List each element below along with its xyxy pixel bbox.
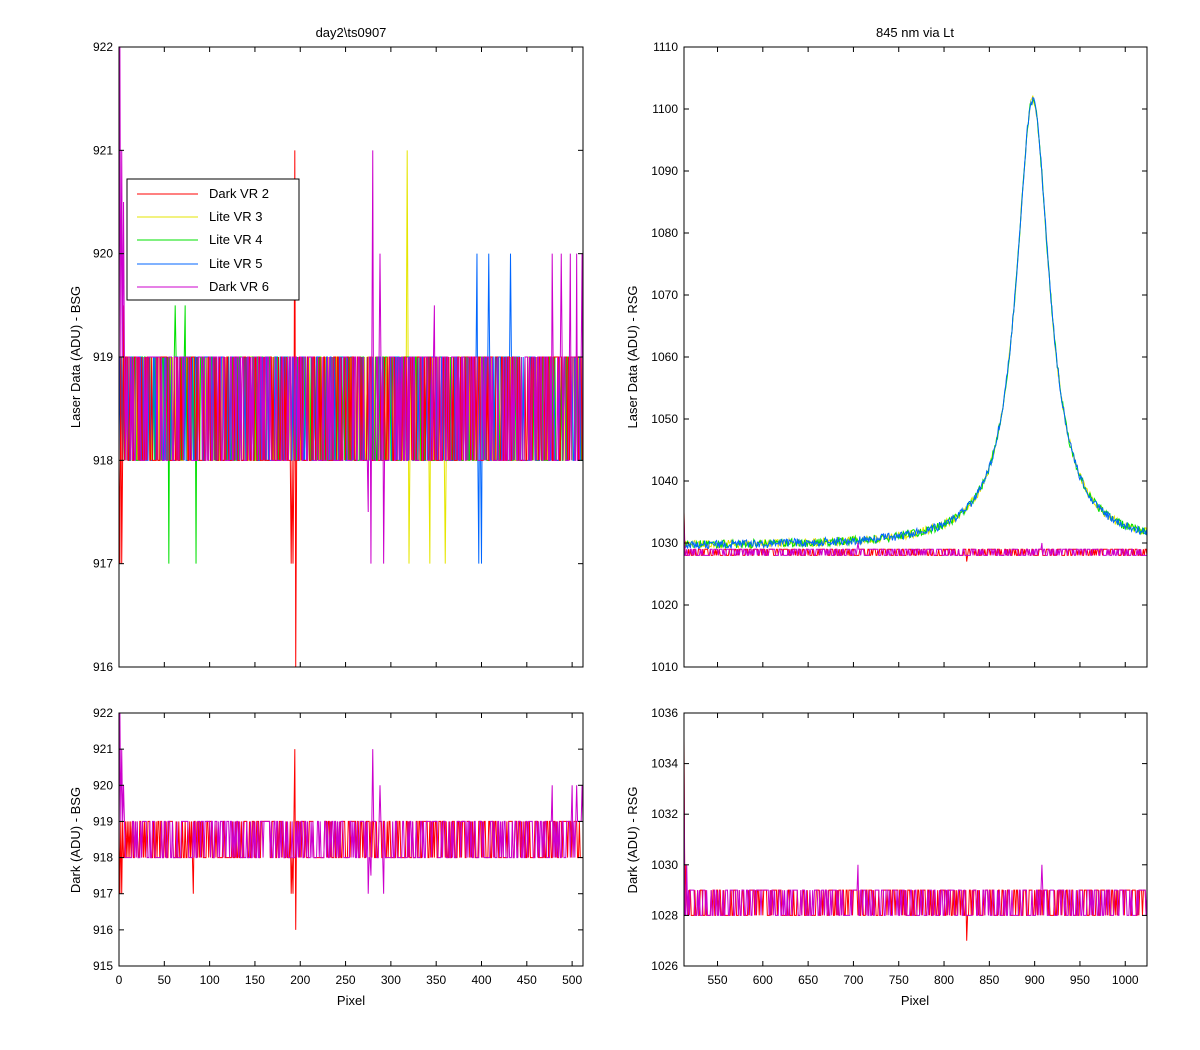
x-tick-label-bottom-right: 550 bbox=[708, 973, 728, 987]
x-tick-label-bottom-left: 100 bbox=[200, 973, 220, 987]
plot-lines-bottom-right bbox=[683, 738, 1148, 941]
y-tick-label-top-right: 1020 bbox=[651, 598, 678, 612]
x-axis-label-bottom-left: Pixel bbox=[337, 993, 365, 1008]
x-tick-label-bottom-left: 250 bbox=[336, 973, 356, 987]
legend-label-dark-vr-2: Dark VR 2 bbox=[209, 186, 269, 201]
x-tick-label-bottom-right: 850 bbox=[979, 973, 999, 987]
chart-title-top-left: day2\ts0907 bbox=[316, 25, 387, 40]
chart-title-top-right: 845 nm via Lt bbox=[876, 25, 954, 40]
y-tick-label-top-right: 1070 bbox=[651, 288, 678, 302]
y-tick-label-bottom-right: 1034 bbox=[651, 757, 678, 771]
y-tick-label-top-left: 921 bbox=[93, 143, 113, 157]
y-tick-label-bottom-left: 920 bbox=[93, 778, 113, 792]
y-tick-label-top-left: 918 bbox=[93, 453, 113, 467]
series-line-lite-vr-5-top-right bbox=[683, 96, 1148, 549]
x-tick-label-bottom-left: 500 bbox=[562, 973, 582, 987]
ticks-bottom-right: 550 600 650 700 750 800 850 900 950 1000 1026 1028 1… bbox=[651, 706, 1147, 987]
y-tick-label-top-right: 1040 bbox=[651, 474, 678, 488]
y-tick-label-bottom-right: 1030 bbox=[651, 858, 678, 872]
ticks-bottom-left: 0 50 100 150 200 250 300 350 400 450 500 915 916 917 9… bbox=[93, 706, 583, 987]
panel-top-right: 1010 1020 1030 1040 1050 1060 1070 1080 1090 1100… bbox=[625, 25, 1148, 674]
y-tick-label-top-left: 922 bbox=[93, 40, 113, 54]
x-tick-label-bottom-right: 600 bbox=[753, 973, 773, 987]
x-tick-label-bottom-left: 200 bbox=[290, 973, 310, 987]
y-tick-label-top-right: 1100 bbox=[652, 102, 678, 116]
y-tick-label-top-right: 1010 bbox=[651, 660, 678, 674]
y-tick-label-bottom-left: 918 bbox=[93, 851, 113, 865]
y-tick-label-top-right: 1030 bbox=[651, 536, 678, 550]
legend-label-lite-vr-3: Lite VR 3 bbox=[209, 209, 262, 224]
plot-area-top-right bbox=[684, 47, 1147, 667]
plot-lines-bottom-left bbox=[118, 712, 584, 930]
y-tick-label-top-right: 1080 bbox=[651, 226, 678, 240]
y-tick-label-bottom-left: 917 bbox=[93, 887, 113, 901]
x-tick-label-bottom-right: 750 bbox=[889, 973, 909, 987]
series-line-dark-vr-6-bottom-left bbox=[118, 712, 584, 894]
legend-label-lite-vr-5: Lite VR 5 bbox=[209, 256, 262, 271]
plot-area-bottom-right bbox=[684, 713, 1147, 966]
x-tick-label-bottom-left: 300 bbox=[381, 973, 401, 987]
y-tick-label-bottom-left: 916 bbox=[93, 923, 113, 937]
y-tick-label-bottom-left: 921 bbox=[93, 742, 113, 756]
series-line-dark-vr-6-top-right bbox=[683, 518, 1147, 556]
y-axis-label-top-left: Laser Data (ADU) - BSG bbox=[68, 286, 83, 428]
y-tick-label-top-left: 916 bbox=[93, 660, 113, 674]
y-tick-label-top-right: 1110 bbox=[653, 40, 678, 54]
y-axis-label-top-right: Laser Data (ADU) - RSG bbox=[625, 285, 640, 428]
x-axis-label-bottom-right: Pixel bbox=[901, 993, 929, 1008]
ticks-top-right: 1010 1020 1030 1040 1050 1060 1070 1080 1090 1100… bbox=[651, 40, 1147, 674]
x-tick-label-bottom-right: 800 bbox=[934, 973, 954, 987]
y-tick-label-top-right: 1050 bbox=[651, 412, 678, 426]
y-tick-label-bottom-right: 1036 bbox=[651, 706, 678, 720]
y-tick-label-top-right: 1060 bbox=[651, 350, 678, 364]
y-tick-label-top-left: 920 bbox=[93, 247, 113, 261]
plot-lines-top-left bbox=[118, 46, 584, 668]
y-tick-label-top-right: 1090 bbox=[651, 164, 678, 178]
legend: Dark VR 2 Lite VR 3 Lite VR 4 Lite VR 5 … bbox=[126, 178, 300, 301]
y-axis-label-bottom-right: Dark (ADU) - RSG bbox=[625, 787, 640, 894]
y-tick-label-bottom-left: 922 bbox=[93, 706, 113, 720]
series-line-dark-vr-6-top-left bbox=[118, 46, 584, 564]
x-tick-label-bottom-right: 700 bbox=[843, 973, 863, 987]
x-tick-label-bottom-left: 450 bbox=[517, 973, 537, 987]
x-tick-label-bottom-right: 950 bbox=[1070, 973, 1090, 987]
y-tick-label-bottom-right: 1026 bbox=[651, 959, 678, 973]
legend-label-lite-vr-4: Lite VR 4 bbox=[209, 232, 262, 247]
y-tick-label-bottom-left: 919 bbox=[93, 814, 113, 828]
legend-label-dark-vr-6: Dark VR 6 bbox=[209, 279, 269, 294]
series-line-dark-vr-2-bottom-right bbox=[683, 738, 1147, 941]
y-tick-label-bottom-right: 1032 bbox=[651, 807, 678, 821]
panel-top-left: 916 917 918 919 920 921 922 day2\ts0907 Laser … bbox=[68, 25, 584, 674]
x-tick-label-bottom-left: 150 bbox=[245, 973, 265, 987]
plot-lines-top-right bbox=[683, 95, 1148, 562]
y-tick-label-bottom-right: 1028 bbox=[651, 908, 678, 922]
panel-bottom-right: 550 600 650 700 750 800 850 900 950 1000 1026 1028 1… bbox=[625, 706, 1148, 1008]
y-tick-label-top-left: 917 bbox=[93, 557, 113, 571]
y-tick-label-bottom-left: 915 bbox=[93, 959, 113, 973]
y-tick-label-top-left: 919 bbox=[93, 350, 113, 364]
ticks-top-left: 916 917 918 919 920 921 922 bbox=[93, 40, 583, 674]
series-line-dark-vr-6-bottom-right bbox=[683, 763, 1148, 916]
y-axis-label-bottom-left: Dark (ADU) - BSG bbox=[68, 787, 83, 893]
x-tick-label-bottom-left: 0 bbox=[116, 973, 123, 987]
x-tick-label-bottom-left: 350 bbox=[426, 973, 446, 987]
x-tick-label-bottom-left: 50 bbox=[158, 973, 172, 987]
x-tick-label-bottom-left: 400 bbox=[471, 973, 491, 987]
x-tick-label-bottom-right: 1000 bbox=[1112, 973, 1139, 987]
x-tick-label-bottom-right: 650 bbox=[798, 973, 818, 987]
panel-bottom-left: 0 50 100 150 200 250 300 350 400 450 500 915 916 917 9… bbox=[68, 706, 584, 1008]
x-tick-label-bottom-right: 900 bbox=[1025, 973, 1045, 987]
